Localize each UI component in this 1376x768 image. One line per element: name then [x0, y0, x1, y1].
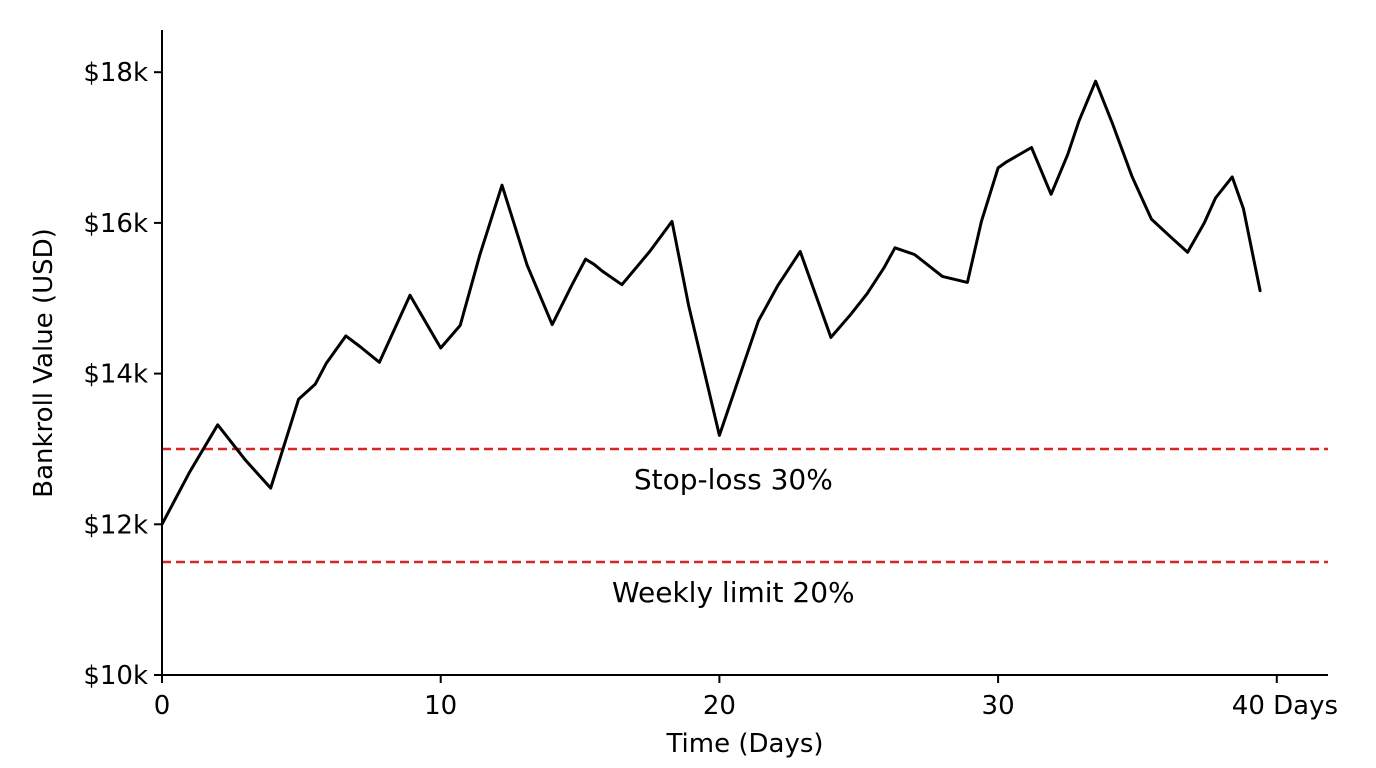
axes [161, 30, 1328, 676]
y-tick-label: $12k [83, 510, 148, 540]
x-tick-label: 10 [424, 691, 457, 721]
reference-lines: Stop-loss 30% Weekly limit 20% [162, 447, 1328, 609]
y-tick-label: $10k [83, 661, 148, 691]
x-axis-label: Time (Days) [665, 729, 823, 759]
y-ticks: $10k $12k $14k $16k $18k [83, 58, 162, 691]
y-axis-label: Bankroll Value (USD) [29, 228, 59, 498]
y-tick-label: $16k [83, 209, 148, 239]
x-tick-label: 30 [982, 691, 1015, 721]
series-layer [160, 79, 1262, 526]
x-tick-label: 0 [154, 691, 171, 721]
y-tick-label: $14k [83, 360, 148, 390]
x-ticks: 0 10 20 30 40 Days [154, 675, 1338, 721]
x-tick-label: 20 [703, 691, 736, 721]
series-line [160, 79, 1262, 526]
y-tick-label: $18k [83, 58, 148, 88]
reference-line-label: Weekly limit 20% [612, 576, 855, 609]
reference-line-label: Stop-loss 30% [634, 463, 833, 496]
x-tick-label: 40 Days [1232, 691, 1338, 721]
